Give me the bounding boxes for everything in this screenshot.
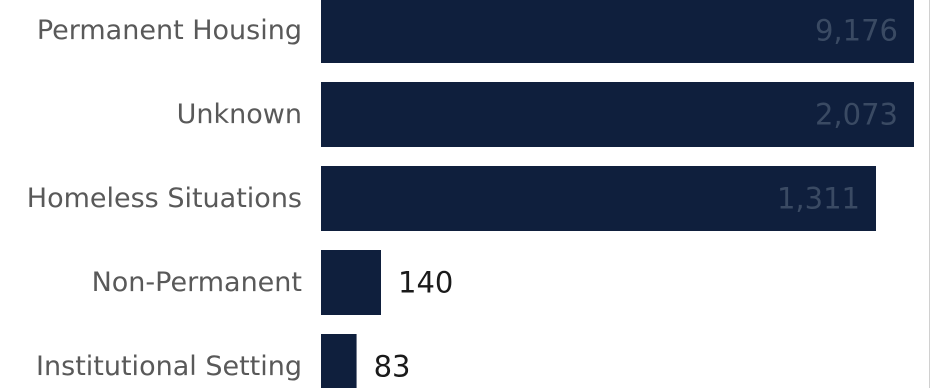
value-label-unknown: 2,073 [815,98,898,132]
value-label-institutional-setting: 83 [374,350,411,384]
bars-group [321,0,914,388]
bar-unknown [321,82,914,147]
category-labels-group: Permanent Housing Unknown Homeless Situati… [27,15,302,382]
value-labels-group: 9,176 2,073 1,311 140 83 [374,14,898,384]
bar-permanent-housing [321,0,914,63]
category-label-institutional-setting: Institutional Setting [36,351,302,382]
category-label-non-permanent: Non-Permanent [92,267,302,298]
category-label-permanent-housing: Permanent Housing [37,15,302,46]
value-label-non-permanent: 140 [398,266,453,300]
bar-non-permanent [321,250,381,315]
value-label-homeless-situations: 1,311 [777,182,860,216]
value-label-permanent-housing: 9,176 [815,14,898,48]
bar-homeless-situations [321,166,876,231]
category-label-unknown: Unknown [177,99,302,130]
bar-institutional-setting [321,334,357,388]
category-label-homeless-situations: Homeless Situations [27,183,302,214]
